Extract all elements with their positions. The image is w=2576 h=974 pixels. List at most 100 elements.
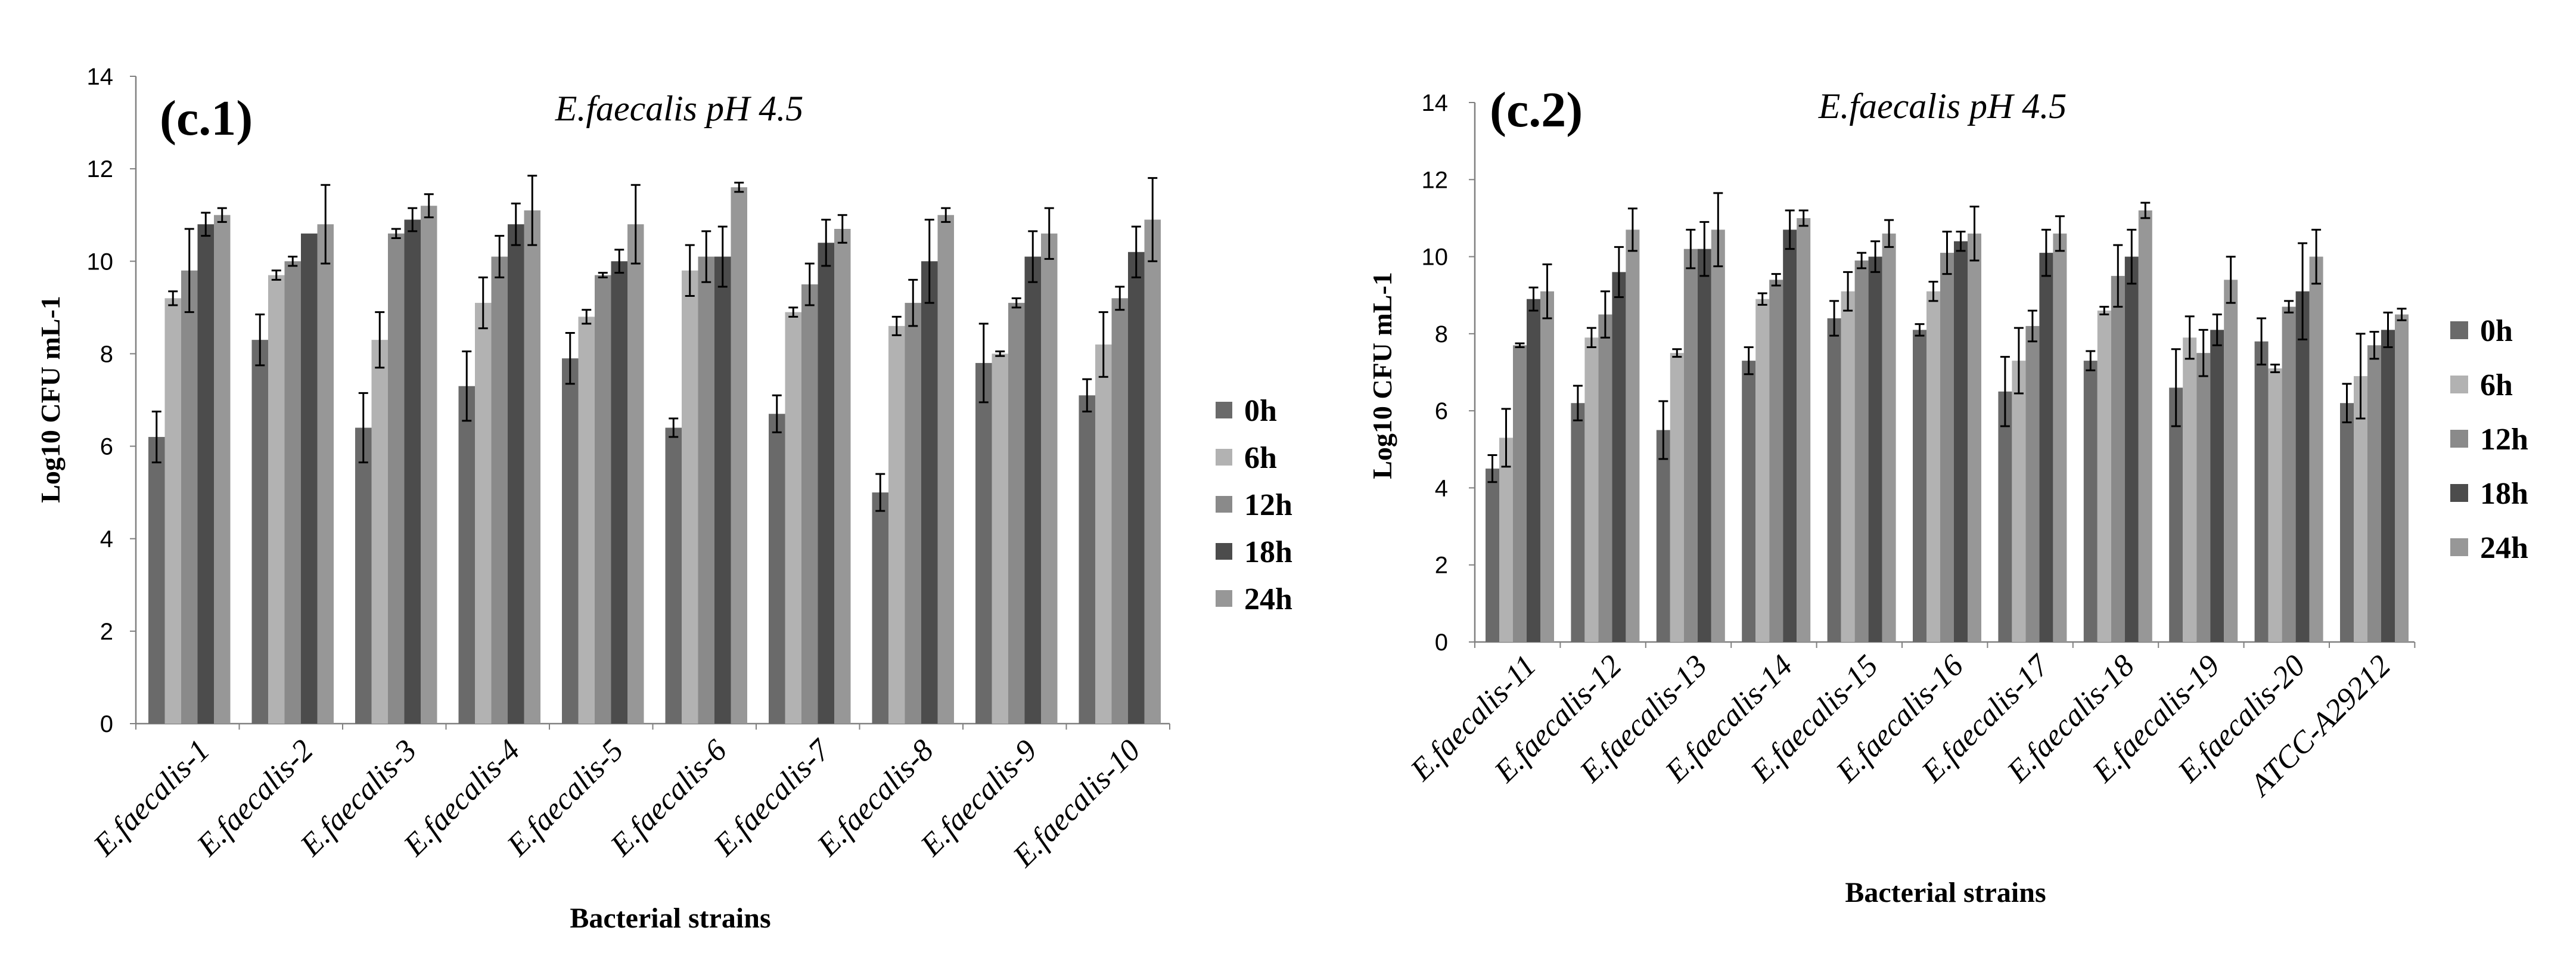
- bar: [2083, 361, 2098, 642]
- y-tick-label: 4: [1435, 475, 1448, 501]
- bar: [355, 427, 372, 724]
- legend-swatch: [1216, 590, 1232, 607]
- legend-swatch: [2450, 538, 2468, 556]
- bar: [1954, 241, 1968, 642]
- bar: [2295, 291, 2310, 642]
- bar: [1008, 303, 1025, 724]
- bar: [301, 233, 318, 724]
- y-tick-label: 12: [87, 156, 114, 182]
- y-tick-label: 8: [100, 341, 113, 367]
- bar: [1683, 249, 1698, 643]
- bar: [1711, 229, 1725, 643]
- bar: [2138, 210, 2152, 642]
- y-tick-label: 0: [1435, 629, 1448, 656]
- bar: [1940, 253, 1954, 642]
- legend-swatch: [2450, 376, 2468, 393]
- bar: [508, 224, 524, 724]
- bar: [595, 275, 611, 724]
- legend-label: 18h: [2480, 477, 2528, 511]
- y-tick-label: 2: [100, 619, 113, 645]
- bar: [2340, 403, 2354, 642]
- legend-label: 0h: [1244, 394, 1277, 428]
- bar: [2282, 306, 2296, 642]
- bar: [2097, 311, 2111, 642]
- y-tick-label: 4: [100, 526, 113, 553]
- panel-label: (c.1): [160, 91, 253, 146]
- legend-swatch: [1216, 449, 1232, 466]
- legend-label: 6h: [1244, 441, 1277, 475]
- y-axis-title: Log10 CFU mL-1: [1367, 272, 1397, 479]
- legend-label: 24h: [2480, 531, 2528, 565]
- bar: [1144, 219, 1161, 724]
- legend-label: 24h: [1244, 582, 1292, 616]
- legend-swatch: [1216, 496, 1232, 513]
- bar: [1827, 318, 1841, 642]
- bar: [2196, 353, 2211, 642]
- bar: [2354, 376, 2367, 642]
- legend-label: 12h: [1244, 488, 1292, 522]
- legend-swatch: [2450, 484, 2468, 502]
- bar: [251, 340, 268, 724]
- y-tick-label: 2: [1435, 553, 1448, 579]
- bar: [1968, 233, 1981, 642]
- bar: [491, 256, 508, 724]
- panel-label: (c.2): [1490, 82, 1583, 138]
- bar: [1499, 438, 1513, 642]
- bar: [2381, 330, 2395, 642]
- bar: [992, 353, 1008, 724]
- bar: [731, 187, 747, 724]
- legend-label: 6h: [2480, 368, 2513, 402]
- bar: [872, 492, 888, 724]
- bar: [1670, 353, 1684, 642]
- bar: [1111, 298, 1128, 724]
- bar: [404, 219, 421, 724]
- bar: [1797, 218, 1811, 642]
- y-axis-title: Log10 CFU mL-1: [35, 296, 66, 503]
- bar: [371, 340, 388, 724]
- y-tick-label: 6: [100, 434, 113, 460]
- bar: [818, 243, 834, 724]
- bar: [1571, 403, 1585, 642]
- legend-swatch: [2450, 321, 2468, 339]
- bar: [714, 256, 731, 724]
- bar: [578, 317, 595, 724]
- bar: [2025, 325, 2040, 642]
- bar: [627, 224, 644, 724]
- legend-label: 12h: [2480, 423, 2528, 457]
- bar: [214, 215, 231, 724]
- bar: [905, 303, 921, 724]
- bar: [975, 362, 992, 724]
- bar: [1024, 256, 1041, 724]
- y-tick-label: 10: [1422, 244, 1449, 271]
- legend-label: 18h: [1244, 535, 1292, 569]
- bar: [268, 275, 285, 724]
- bar: [1612, 272, 1626, 642]
- bar: [1626, 229, 1640, 643]
- bar: [2224, 280, 2238, 642]
- legend-swatch: [1216, 543, 1232, 560]
- bar: [475, 303, 492, 724]
- y-tick-label: 0: [100, 711, 113, 737]
- bar: [2254, 341, 2269, 642]
- bar: [1769, 280, 1783, 642]
- bar: [1913, 330, 1926, 642]
- bar: [1095, 344, 1112, 724]
- bar: [2111, 275, 2125, 643]
- bar: [458, 386, 475, 724]
- legend-swatch: [1216, 402, 1232, 418]
- bar: [148, 437, 165, 724]
- bar: [524, 210, 540, 724]
- bar: [317, 224, 334, 724]
- bar: [1584, 337, 1599, 642]
- bar: [698, 256, 714, 724]
- bar: [2367, 345, 2381, 642]
- bar: [2169, 387, 2183, 642]
- bar: [1998, 391, 2012, 642]
- bar: [769, 414, 785, 724]
- bar: [1742, 361, 1756, 642]
- bar: [562, 358, 579, 724]
- bar: [164, 298, 181, 724]
- bar: [388, 233, 405, 724]
- bar: [1486, 469, 1499, 642]
